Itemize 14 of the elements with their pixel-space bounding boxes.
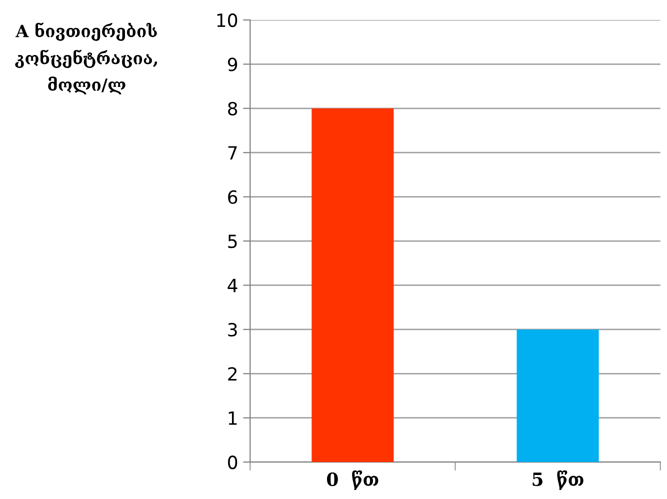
y-tick-label: 8 <box>228 102 238 116</box>
y-tick-label: 6 <box>228 190 238 204</box>
y-tick-label: 2 <box>228 367 237 381</box>
y-tick-label: 9 <box>228 58 238 72</box>
y-tick-label: 1 <box>228 412 237 425</box>
x-tick-label: 0 წთ <box>327 470 378 490</box>
y-tick-label: 0 <box>228 456 238 470</box>
y-tick-label: 3 <box>228 322 237 337</box>
y-axis-title: A ნივთიერების კონცენტრაცია, მოლი/ლ <box>15 22 158 94</box>
x-tick-label: 5 წთ <box>532 470 584 490</box>
y-tick-label: 5 <box>228 234 237 248</box>
y-tick-label: 7 <box>228 146 237 160</box>
y-tick-label: 4 <box>228 278 238 292</box>
y-tick-label: 10 <box>217 13 238 28</box>
